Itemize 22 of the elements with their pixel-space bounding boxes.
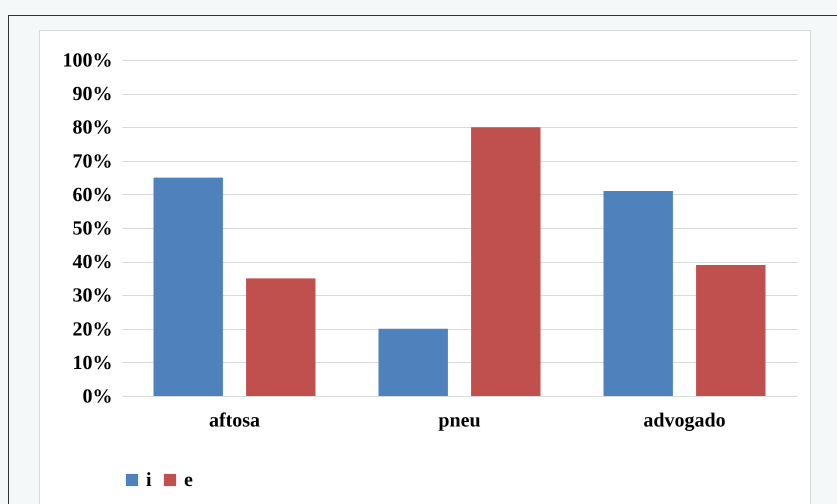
y-tick-label: 20% [72,318,112,340]
bar [604,191,673,396]
y-tick-label: 60% [72,184,112,206]
x-tick-label: pneu [438,410,481,432]
bar [154,178,223,396]
y-tick-label: 70% [72,150,112,172]
bar [246,278,316,396]
y-tick-label: 30% [72,284,112,307]
bar [378,328,448,396]
legend-label: e [184,469,193,491]
y-tick-label: 80% [72,116,112,139]
y-tick-label: 40% [72,251,112,274]
bar [471,127,540,396]
bar [696,264,766,396]
y-tick-label: 100% [62,50,112,72]
x-tick-label: advogado [643,410,726,432]
y-tick-label: 0% [82,386,112,408]
x-tick-label: aftosa [208,410,260,432]
y-tick-label: 10% [72,352,112,374]
y-tick-label: 50% [72,218,112,240]
legend-label: i [146,469,152,491]
y-tick-label: 90% [72,83,112,106]
